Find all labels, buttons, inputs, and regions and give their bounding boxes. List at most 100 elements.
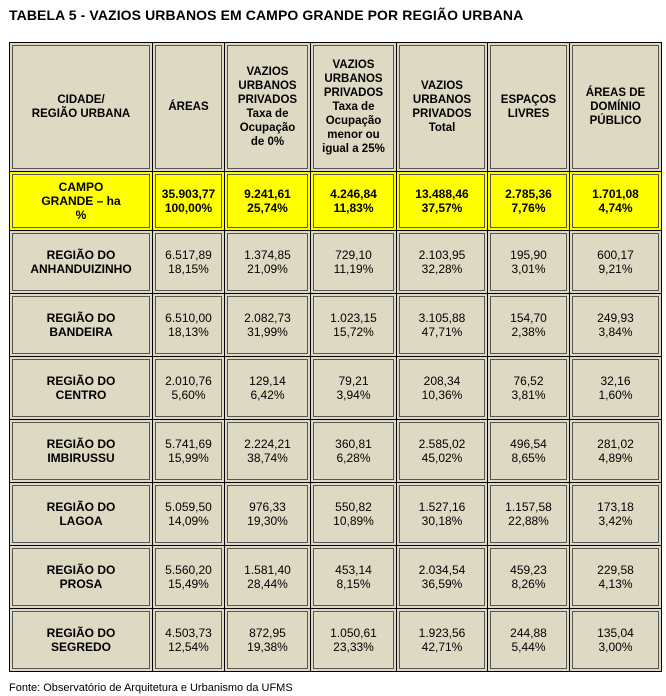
- cell-text: 4.246,84: [330, 187, 377, 201]
- cell-text: 76,52: [513, 374, 544, 388]
- cell-text: 3,00%: [598, 640, 633, 654]
- cell-text: Total: [428, 122, 456, 134]
- table-cell: 129,14 6,42%: [224, 356, 311, 420]
- cell-text: 22,88%: [508, 514, 549, 528]
- cell-text: 10,89%: [333, 514, 374, 528]
- cell-text: PRIVADOS: [412, 108, 472, 120]
- cell-text: 23,33%: [333, 640, 374, 654]
- header-vazios-0: VAZIOS URBANOS PRIVADOS Taxa de Ocupação de 0…: [224, 42, 311, 172]
- cell-text: 729,10: [335, 248, 372, 262]
- table-cell: 208,34 10,36%: [396, 356, 488, 420]
- header-vazios-total: VAZIOS URBANOS PRIVADOS Total: [396, 42, 488, 172]
- cell-text: 2.034,54: [418, 563, 466, 577]
- cell-text: REGIÃO DO: [46, 437, 116, 451]
- cell-text: 173,18: [597, 500, 634, 514]
- region-name: REGIÃO DO BANDEIRA: [9, 293, 153, 357]
- cell-text: 550,82: [335, 500, 372, 514]
- cell-text: menor ou: [327, 129, 380, 141]
- cell-text: 32,28%: [421, 262, 463, 276]
- cell-text: 100,00%: [164, 201, 213, 215]
- table-cell: 453,14 8,15%: [310, 545, 397, 609]
- table-cell: 5.741,69 15,99%: [152, 419, 225, 483]
- cell-text: 30,18%: [421, 514, 463, 528]
- header-areas-publicas: ÁREAS DE DOMÍNIO PÚBLICO: [569, 42, 662, 172]
- cell-text: 32,16: [600, 374, 631, 388]
- cell-text: 195,90: [510, 248, 547, 262]
- cell-text: CAMPO: [58, 180, 104, 194]
- table-cell: 76,52 3,81%: [487, 356, 570, 420]
- cell-text: 18,13%: [168, 325, 209, 339]
- cell-text: 7,76%: [511, 201, 546, 215]
- cell-text: 2.082,73: [244, 311, 291, 325]
- table-cell: 195,90 3,01%: [487, 230, 570, 294]
- cell-text: 1.157,58: [505, 500, 552, 514]
- table-cell: 3.105,88 47,71%: [396, 293, 488, 357]
- cell-text: REGIÃO URBANA: [31, 108, 131, 120]
- table-cell: 79,21 3,94%: [310, 356, 397, 420]
- cell-text: 4,89%: [598, 451, 633, 465]
- cell-text: 15,72%: [333, 325, 374, 339]
- cell-text: ÁREAS: [168, 101, 209, 113]
- cell-text: de 0%: [250, 136, 285, 148]
- table-cell: 872,95 19,38%: [224, 608, 311, 672]
- cell-text: 3,01%: [511, 262, 546, 276]
- cell-text: 3,94%: [336, 388, 371, 402]
- cell-text: 496,54: [510, 437, 547, 451]
- table-cell: 1.923,56 42,71%: [396, 608, 488, 672]
- cell-text: 6.510,00: [165, 311, 212, 325]
- cell-text: URBANOS: [238, 80, 297, 92]
- cell-text: 8,65%: [511, 451, 546, 465]
- table-cell: 550,82 10,89%: [310, 482, 397, 546]
- total-cell: 9.241,61 25,74%: [224, 171, 311, 231]
- header-areas: ÁREAS: [152, 42, 225, 172]
- cell-text: 15,99%: [168, 451, 209, 465]
- cell-text: 11,19%: [333, 262, 374, 276]
- table-cell: 4.503,73 12,54%: [152, 608, 225, 672]
- cell-text: 244,88: [510, 626, 547, 640]
- table-cell: 360,81 6,28%: [310, 419, 397, 483]
- cell-text: 2.785,36: [505, 187, 552, 201]
- region-name: REGIÃO DO ANHANDUIZINHO: [9, 230, 153, 294]
- table-cell: 5.560,20 15,49%: [152, 545, 225, 609]
- table-cell: 1.023,15 15,72%: [310, 293, 397, 357]
- cell-text: 18,15%: [168, 262, 209, 276]
- region-name: REGIÃO DO PROSA: [9, 545, 153, 609]
- table-cell: 154,70 2,38%: [487, 293, 570, 357]
- cell-text: REGIÃO DO: [46, 374, 116, 388]
- cell-text: IMBIRUSSU: [47, 451, 115, 465]
- total-cell: 13.488,46 37,57%: [396, 171, 488, 231]
- cell-text: 5,60%: [171, 388, 206, 402]
- cell-text: BANDEIRA: [49, 325, 113, 339]
- cell-text: 6,28%: [336, 451, 371, 465]
- table-cell: 2.103,95 32,28%: [396, 230, 488, 294]
- cell-text: 360,81: [335, 437, 372, 451]
- cell-text: 5.741,69: [165, 437, 212, 451]
- total-cell: 35.903,77 100,00%: [152, 171, 225, 231]
- cell-text: 1.374,85: [244, 248, 291, 262]
- table-cell: 2.034,54 36,59%: [396, 545, 488, 609]
- cell-text: ANHANDUIZINHO: [30, 262, 132, 276]
- cell-text: 154,70: [510, 311, 547, 325]
- table-row: REGIÃO DO BANDEIRA 6.510,00 18,13% 2.082,73 3…: [9, 293, 662, 357]
- region-name: REGIÃO DO IMBIRUSSU: [9, 419, 153, 483]
- cell-text: igual a 25%: [322, 143, 385, 155]
- table-cell: 5.059,50 14,09%: [152, 482, 225, 546]
- total-row: CAMPO GRANDE – ha% 35.903,77 100,00% 9.241,6…: [9, 171, 662, 231]
- table-row: REGIÃO DO IMBIRUSSU 5.741,69 15,99% 2.224,21…: [9, 419, 662, 483]
- cell-text: REGIÃO DO: [46, 563, 116, 577]
- cell-text: 453,14: [335, 563, 372, 577]
- cell-text: ESPAÇOS: [500, 94, 557, 106]
- cell-text: 249,93: [597, 311, 634, 325]
- cell-text: PROSA: [59, 577, 103, 591]
- cell-text: LIVRES: [507, 108, 550, 120]
- total-row-label: CAMPO GRANDE – ha%: [9, 171, 153, 231]
- source-note: Fonte: Observatório de Arquitetura e Urb…: [9, 682, 293, 694]
- cell-text: 4.503,73: [165, 626, 212, 640]
- cell-text: 135,04: [597, 626, 634, 640]
- cell-text: 45,02%: [421, 451, 463, 465]
- cell-text: %: [75, 208, 87, 222]
- cell-text: Taxa de: [332, 101, 375, 113]
- cell-text: 6.517,89: [165, 248, 212, 262]
- cell-text: CENTRO: [55, 388, 107, 402]
- cell-text: PRIVADOS: [237, 94, 298, 106]
